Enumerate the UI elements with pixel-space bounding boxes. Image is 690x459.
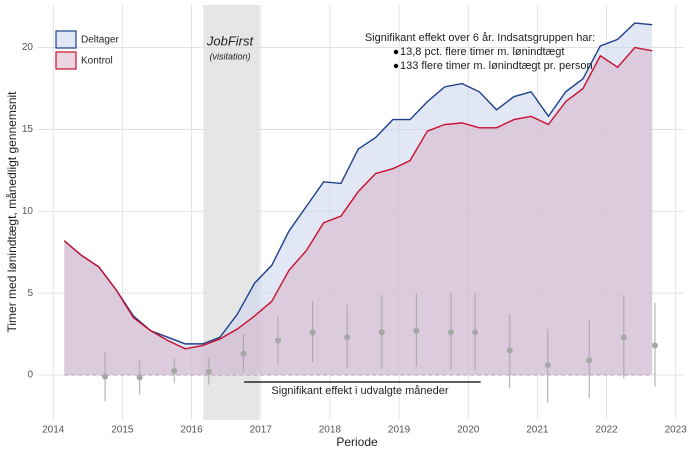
marks — [63, 22, 658, 403]
x-tick-label: 2022 — [595, 425, 618, 436]
x-axis-title: Periode — [336, 435, 378, 449]
legend-label: Kontrol — [81, 56, 113, 67]
estimate-point — [240, 350, 247, 357]
estimate-point — [620, 334, 627, 341]
estimate-point — [447, 329, 454, 336]
estimate-point — [102, 373, 109, 380]
estimate-point — [275, 337, 282, 344]
segment-label: Signifikant effekt i udvalgte måneder — [271, 385, 448, 397]
estimate-point — [171, 367, 178, 374]
line — [63, 22, 653, 345]
x-tick-label: 2017 — [250, 425, 273, 436]
annotation-bullet: 133 flere timer m. lønindtægt pr. person — [400, 60, 593, 72]
x-tick-label: 2016 — [180, 425, 203, 436]
estimate-point — [344, 334, 351, 341]
estimate-point — [413, 327, 420, 334]
legend-swatch — [55, 51, 77, 70]
estimate-point — [544, 362, 551, 369]
estimate-point — [309, 329, 316, 336]
bullet — [393, 49, 399, 55]
annotation-bullet: 13,8 pct. flere timer m. lønindtægt — [400, 46, 564, 58]
area — [64, 47, 653, 375]
y-tick-label: 20 — [22, 42, 34, 53]
x-tick-label: 2020 — [457, 425, 480, 436]
legend: Deltager Kontrol — [55, 30, 119, 70]
y-tick-label: 10 — [22, 206, 34, 217]
estimate-point — [136, 374, 143, 381]
estimate-point — [472, 329, 479, 336]
x-tick-label: 2019 — [388, 425, 411, 436]
bullet — [393, 63, 399, 69]
y-axis-title: Timer med lønindtægt, månedligt gennemsn… — [5, 91, 19, 333]
annotation-title: Signifikant effekt over 6 år. Indsatsgru… — [365, 32, 595, 44]
legend-swatch — [55, 30, 77, 49]
y-tick-label: 15 — [22, 124, 34, 135]
estimate-point — [586, 357, 593, 364]
x-tick-label: 2015 — [111, 425, 134, 436]
estimate-point — [378, 329, 385, 336]
line — [63, 46, 653, 350]
estimate-point — [205, 368, 212, 375]
estimate-point — [651, 342, 658, 349]
x-tick-label: 2023 — [665, 425, 688, 436]
y-tick-label: 5 — [27, 288, 33, 299]
x-tick-label: 2018 — [319, 425, 342, 436]
estimate-point — [506, 347, 513, 354]
legend-label: Deltager — [81, 35, 119, 46]
shade-title: JobFirst — [206, 33, 255, 48]
shade-subtitle: (visitation) — [209, 51, 250, 61]
y-tick-label: 0 — [27, 370, 33, 381]
x-tick-label: 2014 — [42, 425, 65, 436]
x-tick-label: 2021 — [526, 425, 549, 436]
